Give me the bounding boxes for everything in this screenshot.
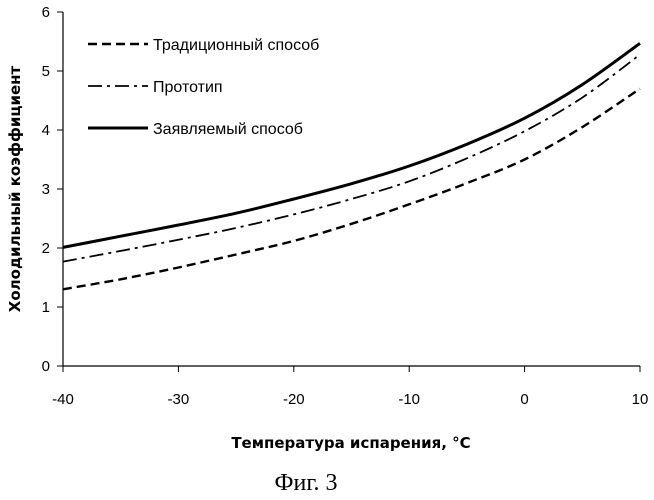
legend-label-traditional: Традиционный способ [153,37,319,54]
y-tick-label: 4 [42,122,50,139]
legend-label-prototype: Прототип [153,79,223,96]
x-axis-label: Температура испарения, °C [231,434,470,452]
x-tick-label: 0 [520,391,528,408]
y-tick-label: 3 [42,181,50,198]
x-tick-label: -30 [168,391,190,408]
series-line-traditional [63,89,640,290]
axis-ticks: 0 1 2 3 4 5 6 -40 -30 -20 -10 0 10 [42,4,649,408]
legend: Традиционный способ Прототип Заявляемый сп… [88,37,319,138]
x-tick-label: 10 [632,391,649,408]
y-tick-label: 5 [42,63,50,80]
y-tick-label: 2 [42,240,50,257]
x-tick-label: -40 [52,391,74,408]
y-tick-label: 0 [42,358,50,375]
y-axis-label: Холодильный коэффициент [6,65,24,312]
legend-label-claimed: Заявляемый способ [153,121,303,138]
y-tick-label: 6 [42,4,50,21]
figure-caption: Фиг. 3 [275,470,338,496]
x-tick-label: -20 [283,391,305,408]
x-tick-label: -10 [398,391,420,408]
y-tick-label: 1 [42,299,50,316]
axes [63,12,640,366]
series-lines [63,43,640,289]
